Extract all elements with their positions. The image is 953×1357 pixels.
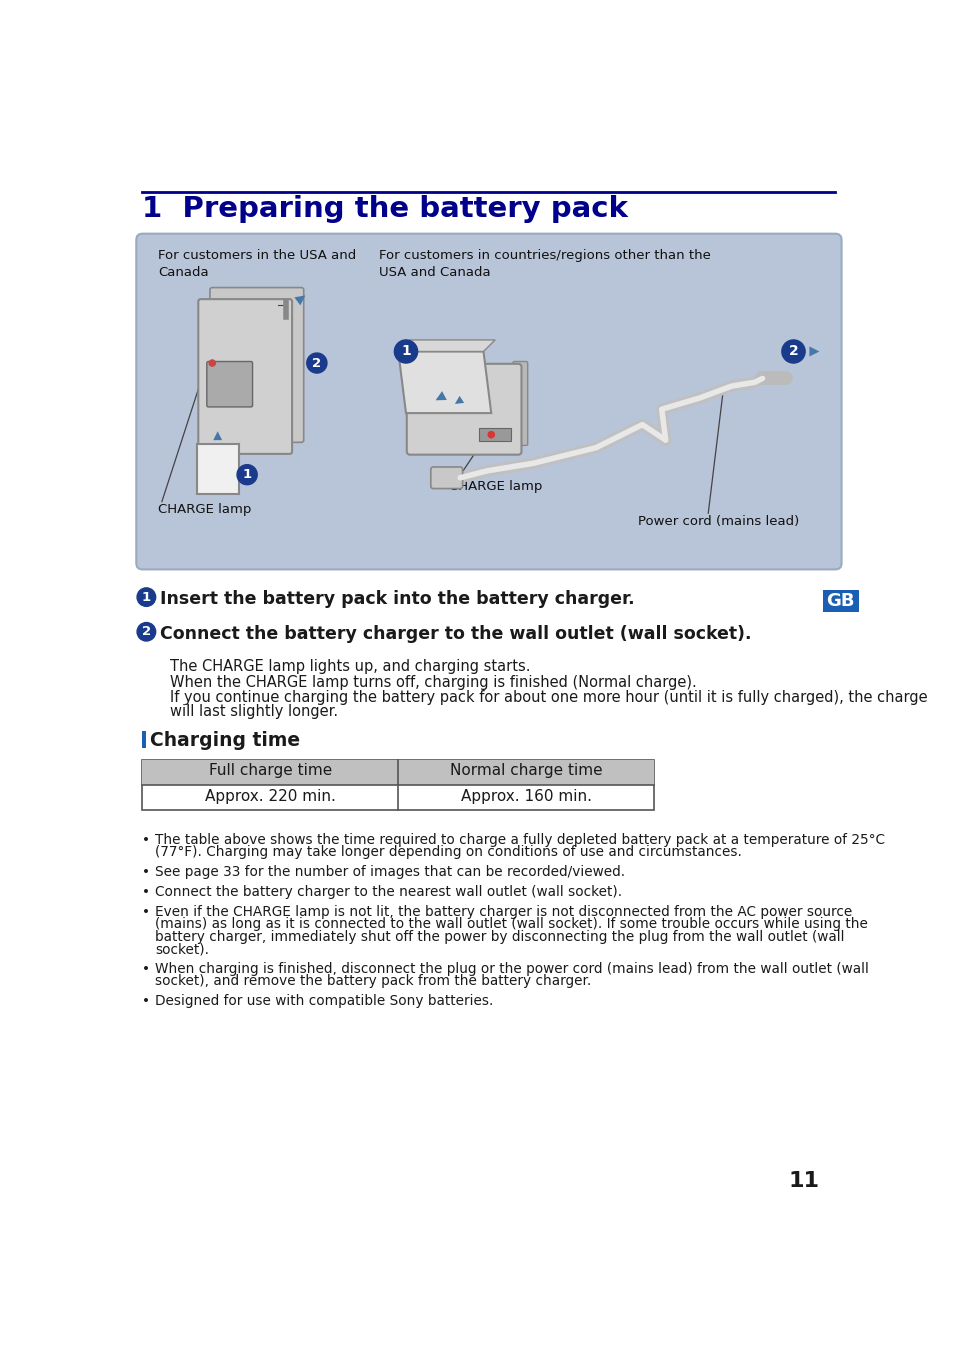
FancyBboxPatch shape	[198, 299, 292, 453]
Circle shape	[137, 588, 155, 607]
Text: For customers in the USA and
Canada: For customers in the USA and Canada	[158, 250, 355, 280]
FancyBboxPatch shape	[406, 364, 521, 455]
Text: •: •	[142, 833, 151, 847]
Text: Full charge time: Full charge time	[209, 763, 332, 778]
Text: The table above shows the time required to charge a fully depleted battery pack : The table above shows the time required …	[154, 833, 884, 847]
Text: •: •	[142, 864, 151, 879]
Circle shape	[236, 464, 257, 484]
Text: Connect the battery charger to the wall outlet (wall socket).: Connect the battery charger to the wall …	[159, 624, 750, 643]
Text: (77°F). Charging may take longer depending on conditions of use and circumstance: (77°F). Charging may take longer dependi…	[154, 845, 741, 859]
Text: •: •	[142, 885, 151, 900]
Text: Plug: Plug	[248, 303, 276, 316]
Circle shape	[394, 341, 417, 364]
FancyBboxPatch shape	[513, 361, 527, 445]
FancyBboxPatch shape	[478, 427, 511, 441]
FancyBboxPatch shape	[822, 590, 858, 612]
Text: battery charger, immediately shut off the power by disconnecting the plug from t: battery charger, immediately shut off th…	[154, 930, 843, 943]
Text: 1: 1	[400, 345, 411, 358]
FancyBboxPatch shape	[142, 760, 654, 784]
Text: CHARGE lamp: CHARGE lamp	[158, 503, 251, 516]
Text: When the CHARGE lamp turns off, charging is finished (Normal charge).: When the CHARGE lamp turns off, charging…	[170, 674, 696, 689]
Text: CHARGE lamp: CHARGE lamp	[448, 480, 541, 493]
Text: 11: 11	[788, 1171, 819, 1191]
Text: Power cord (mains lead): Power cord (mains lead)	[638, 514, 799, 528]
Circle shape	[781, 341, 804, 364]
Text: If you continue charging the battery pack for about one more hour (until it is f: If you continue charging the battery pac…	[170, 691, 926, 706]
Text: The CHARGE lamp lights up, and charging starts.: The CHARGE lamp lights up, and charging …	[170, 660, 530, 674]
Polygon shape	[196, 444, 239, 494]
Text: 2: 2	[142, 626, 151, 638]
FancyBboxPatch shape	[431, 467, 462, 489]
Text: Even if the CHARGE lamp is not lit, the battery charger is not disconnected from: Even if the CHARGE lamp is not lit, the …	[154, 905, 851, 919]
Circle shape	[307, 353, 327, 373]
Text: See page 33 for the number of images that can be recorded/viewed.: See page 33 for the number of images tha…	[154, 864, 624, 879]
Circle shape	[488, 432, 494, 438]
Polygon shape	[397, 341, 495, 351]
Text: will last slightly longer.: will last slightly longer.	[170, 704, 337, 719]
Text: (mains) as long as it is connected to the wall outlet (wall socket). If some tro: (mains) as long as it is connected to th…	[154, 917, 867, 931]
Text: socket).: socket).	[154, 942, 209, 957]
Text: 2: 2	[788, 345, 798, 358]
Text: •: •	[142, 905, 151, 919]
FancyBboxPatch shape	[136, 233, 841, 570]
Text: socket), and remove the battery pack from the battery charger.: socket), and remove the battery pack fro…	[154, 974, 591, 988]
Text: Approx. 160 min.: Approx. 160 min.	[460, 788, 591, 803]
Text: •: •	[142, 962, 151, 976]
Text: 1: 1	[142, 590, 151, 604]
FancyBboxPatch shape	[142, 731, 146, 748]
Text: Insert the battery pack into the battery charger.: Insert the battery pack into the battery…	[159, 590, 634, 608]
Text: When charging is finished, disconnect the plug or the power cord (mains lead) fr: When charging is finished, disconnect th…	[154, 962, 868, 976]
FancyBboxPatch shape	[142, 760, 654, 810]
Text: GB: GB	[825, 592, 854, 609]
Text: 1: 1	[242, 468, 252, 482]
Text: Charging time: Charging time	[150, 731, 300, 750]
Polygon shape	[397, 351, 491, 413]
Text: Approx. 220 min.: Approx. 220 min.	[205, 788, 335, 803]
Text: 1  Preparing the battery pack: 1 Preparing the battery pack	[142, 195, 628, 223]
Text: For customers in countries/regions other than the
USA and Canada: For customers in countries/regions other…	[378, 250, 710, 280]
FancyBboxPatch shape	[207, 361, 253, 407]
Text: Connect the battery charger to the nearest wall outlet (wall socket).: Connect the battery charger to the neare…	[154, 885, 621, 900]
Circle shape	[209, 360, 215, 366]
Text: Normal charge time: Normal charge time	[450, 763, 601, 778]
Circle shape	[137, 623, 155, 641]
Text: •: •	[142, 995, 151, 1008]
Text: 2: 2	[312, 357, 321, 369]
FancyBboxPatch shape	[210, 288, 303, 442]
Text: Designed for use with compatible Sony batteries.: Designed for use with compatible Sony ba…	[154, 995, 493, 1008]
